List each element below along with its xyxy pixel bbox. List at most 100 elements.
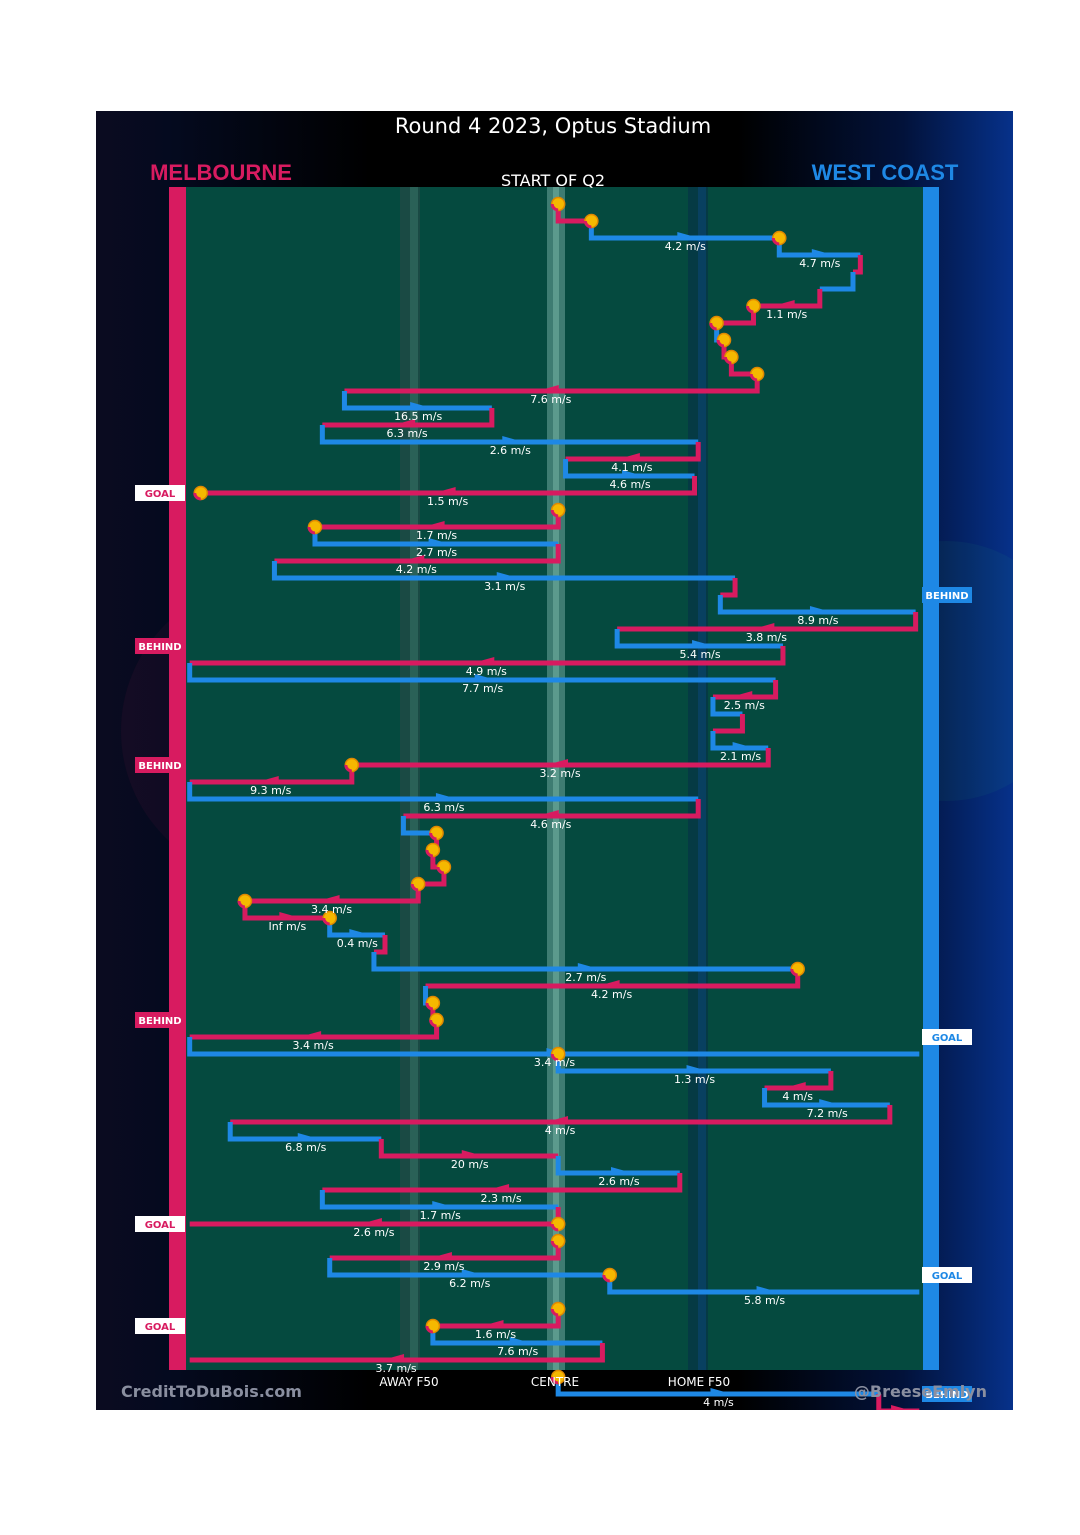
speed-label-1: 4.2 m/s <box>665 240 706 253</box>
stoppage-marker-edge-19 <box>425 1002 434 1011</box>
chain-segment-50 <box>764 1071 834 1091</box>
speed-label-17: 1.7 m/s <box>416 529 457 542</box>
speed-label-50: 4 m/s <box>782 1090 813 1103</box>
chain-arrow-47 <box>303 1031 322 1038</box>
chain-arrow-1 <box>677 232 696 239</box>
speed-label-12: 6.3 m/s <box>387 427 428 440</box>
speed-label-16: 1.5 m/s <box>427 495 468 508</box>
speed-label-14: 4.1 m/s <box>611 461 652 474</box>
chain-arrow-25 <box>476 657 495 664</box>
away-sideline <box>923 187 939 1370</box>
chart-frame: 4.2 m/s 4.7 m/s 1.1 m/s 7.6 m/s 16.5 m/s 6.3 … <box>96 111 1013 1410</box>
stoppage-marker-edge-12 <box>429 832 437 841</box>
stoppage-marker-edge-25 <box>550 1308 559 1317</box>
chain-segment-22 <box>717 595 916 615</box>
stoppage-marker-edge-13 <box>425 849 434 858</box>
chain-segment-52 <box>230 1105 893 1125</box>
stoppage-marker-edge-0 <box>550 203 559 212</box>
kick-chain-chart: 4.2 m/s 4.7 m/s 1.1 m/s 7.6 m/s 16.5 m/s 6.3 … <box>121 114 1013 1410</box>
home-f50-line-inner <box>698 187 706 1370</box>
speed-label-24: 5.4 m/s <box>679 648 720 661</box>
chain-arrow-10 <box>540 385 559 392</box>
stoppage-marker-edge-27 <box>550 1376 559 1385</box>
speed-label-32: 9.3 m/s <box>250 784 291 797</box>
stoppage-marker-edge-20 <box>429 1019 437 1028</box>
speed-label-26: 7.7 m/s <box>462 682 503 695</box>
stoppage-marker-edge-6 <box>723 356 732 365</box>
chain-segment-55 <box>555 1156 680 1176</box>
chain-segment-25 <box>189 646 786 666</box>
score-badge-4 <box>135 1012 185 1028</box>
score-badge-5 <box>922 1029 972 1045</box>
chain-segment-57 <box>319 1190 559 1210</box>
chain-segment-51 <box>762 1088 890 1108</box>
home-sideline <box>169 187 186 1370</box>
home-team-label: MELBOURNE <box>150 160 292 185</box>
chain-arrow-43 <box>577 963 596 970</box>
stoppage-marker-edge-5 <box>716 339 725 348</box>
speed-label-64: 3.7 m/s <box>375 1362 416 1375</box>
speed-label-58: 2.6 m/s <box>353 1226 394 1239</box>
speed-label-23: 3.8 m/s <box>746 631 787 644</box>
stoppage-layer <box>193 196 805 1385</box>
tick-centre: CENTRE <box>531 1375 579 1389</box>
chain-segment-27 <box>712 680 779 700</box>
score-badge-1 <box>922 587 972 603</box>
speed-label-15: 4.6 m/s <box>609 478 650 491</box>
chain-arrow-41 <box>349 929 368 936</box>
chain-segment-31 <box>351 748 771 768</box>
chain-segment-4 <box>819 272 856 292</box>
score-badge-2 <box>135 638 185 654</box>
chain-segment-15 <box>563 459 695 479</box>
chain-arrow-11 <box>410 402 429 409</box>
speed-label-27: 2.5 m/s <box>724 699 765 712</box>
chain-segment-53 <box>227 1122 382 1142</box>
speed-label-40: Inf m/s <box>268 920 306 933</box>
chain-segment-16 <box>200 476 698 496</box>
speed-label-33: 6.3 m/s <box>423 801 464 814</box>
chain-arrow-44 <box>601 980 620 987</box>
chain-arrow-54 <box>461 1150 480 1157</box>
score-badge-8 <box>135 1318 185 1334</box>
chain-arrow-32 <box>260 776 279 783</box>
chain-segment-13 <box>319 425 699 445</box>
tick-away-f50: AWAY F50 <box>379 1375 438 1389</box>
chain-segment-5 <box>753 289 823 309</box>
chain-arrow-65 <box>710 1388 729 1395</box>
speed-label-11: 16.5 m/s <box>394 410 442 423</box>
score-label-5: GOAL <box>932 1033 963 1044</box>
speed-label-34: 4.6 m/s <box>530 818 571 831</box>
speed-label-30: 2.1 m/s <box>720 750 761 763</box>
chain-arrow-63 <box>509 1337 528 1344</box>
chain-segment-43 <box>371 952 798 972</box>
chain-arrow-53 <box>297 1133 316 1140</box>
score-badge-7 <box>922 1267 972 1283</box>
stoppage-marker-edge-10 <box>307 526 316 535</box>
chain-segment-56 <box>322 1173 683 1193</box>
stoppage-marker-edge-9 <box>550 509 559 518</box>
chain-arrow-31 <box>550 759 569 766</box>
speed-label-41: 0.4 m/s <box>337 937 378 950</box>
chain-arrow-64 <box>386 1354 405 1361</box>
centre-line-inner <box>553 187 559 1370</box>
speed-label-63: 7.6 m/s <box>497 1345 538 1358</box>
score-badge-6 <box>135 1216 185 1232</box>
period-label: START OF Q2 <box>501 171 605 190</box>
chain-arrow-60 <box>461 1269 480 1276</box>
chain-arrow-14 <box>621 453 640 460</box>
chain-segment-14 <box>565 442 701 462</box>
stoppage-marker-edge-22 <box>550 1223 559 1232</box>
speed-label-18: 2.7 m/s <box>416 546 457 559</box>
chain-arrow-13 <box>502 436 521 443</box>
chain-segment-60 <box>327 1258 610 1278</box>
chain-segment-29 <box>712 714 745 734</box>
speed-label-54: 20 m/s <box>451 1158 489 1171</box>
chain-segment-30 <box>710 731 769 751</box>
chain-arrow-12 <box>397 419 416 426</box>
chain-arrow-22 <box>809 606 828 613</box>
stoppage-marker-edge-8 <box>193 492 201 501</box>
chain-segment-23 <box>617 612 919 632</box>
stoppage-marker-edge-21 <box>550 1053 559 1062</box>
stoppage-marker-edge-15 <box>410 883 419 892</box>
score-label-8: GOAL <box>145 1322 176 1333</box>
